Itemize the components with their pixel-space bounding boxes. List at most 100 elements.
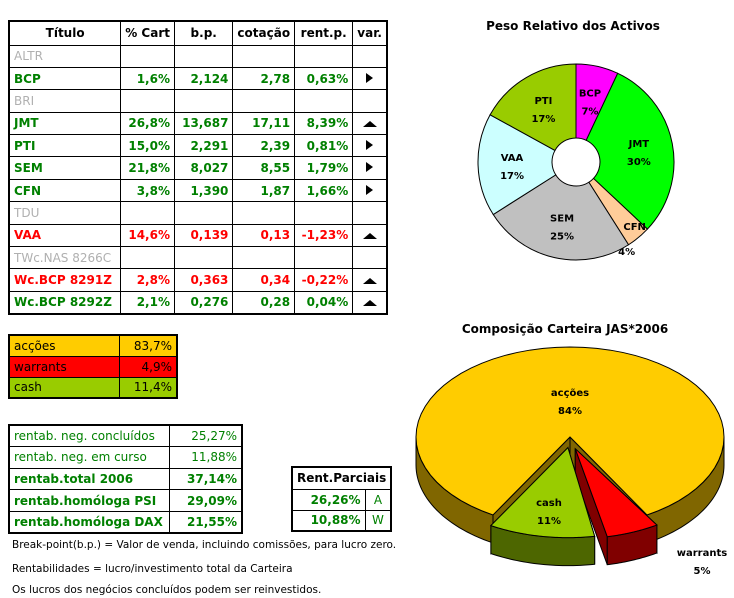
pie3d-chart: acções 84% warrants 5% cash 11% — [415, 346, 727, 577]
cell-bp: 0,139 — [173, 223, 234, 248]
returns-value: 11,88% — [168, 446, 243, 469]
donut-label: PTI — [534, 96, 552, 107]
table-row: ALTR — [8, 44, 388, 68]
allocation-value: 83,7% — [118, 334, 178, 357]
table-row: CFN 3,8% 1,390 1,87 1,66% — [8, 178, 388, 203]
note-breakpoint: Break-point(b.p.) = Valor de venda, incl… — [12, 539, 397, 551]
donut-value-label: 25% — [550, 231, 574, 242]
allocation-label: acções — [8, 334, 120, 357]
table-row: Wc.BCP 8292Z 2,1% 0,276 0,28 0,04% — [8, 290, 388, 315]
cell-rent: 0,04% — [294, 290, 354, 315]
cell-cotacao: 8,55 — [232, 156, 296, 180]
pie3d-value-label: 11% — [537, 516, 561, 527]
donut-value-label: 17% — [531, 114, 555, 125]
cell-bp: 2,124 — [173, 66, 234, 91]
cell-var — [352, 290, 388, 315]
holdings-table: Título% Cart b.p. cotação rent.p. var. ALTR B… — [8, 20, 388, 315]
returns-value: 21,55% — [168, 510, 243, 534]
partial-returns-table: Rent.Parciais 26,26% A 10,88% W — [291, 466, 393, 532]
table-row: BCP 1,6% 2,124 2,78 0,63% — [8, 66, 388, 91]
cell-rent: 0,63% — [294, 66, 354, 91]
cell-titulo: TDU — [8, 201, 122, 225]
partial-value: 10,88% — [291, 509, 366, 532]
arrow-up-icon — [362, 121, 377, 128]
donut-value-label: 30% — [627, 157, 651, 168]
arrow-right-icon — [366, 184, 374, 195]
cell-rent: -1,23% — [294, 223, 354, 248]
returns-row: rentab.homóloga PSI 29,09% — [8, 489, 243, 512]
donut-label: SEM — [550, 213, 574, 224]
allocation-value: 11,4% — [118, 376, 178, 399]
cell-bp: 0,363 — [173, 268, 234, 292]
returns-row: rentab.total 2006 37,14% — [8, 467, 243, 491]
table-row: Wc.BCP 8291Z 2,8% 0,363 0,34 -0,22% — [8, 268, 388, 292]
table-row: BRI — [8, 89, 388, 113]
returns-label: rentab.total 2006 — [8, 467, 170, 491]
table-row: TWc.NAS 8266C — [8, 246, 388, 270]
cell-titulo: BCP — [8, 66, 122, 91]
pie3d-slice-1 — [574, 448, 658, 538]
partial-code: W — [364, 509, 392, 532]
table-row: SEM 21,8% 8,027 8,55 1,79% — [8, 156, 388, 180]
pie3d-title: Composição Carteira JAS*2006 — [462, 322, 668, 336]
table-row: JMT 26,8% 13,687 17,11 8,39% — [8, 111, 388, 136]
cell-cotacao: 17,11 — [232, 111, 296, 136]
donut-chart: BCP 7% JMT 30% CFN 4% SEM 25% VAA 17% PTI 17% — [477, 63, 675, 261]
cell-bp: 0,276 — [173, 290, 234, 315]
arrow-up-icon — [362, 300, 377, 307]
cell-var — [352, 268, 388, 292]
cell-cart: 15,0% — [120, 134, 175, 158]
returns-row: rentab. neg. concluídos 25,27% — [8, 424, 243, 448]
cell-var — [352, 246, 388, 270]
cell-titulo: Wc.BCP 8292Z — [8, 290, 122, 315]
arrow-up-icon — [362, 233, 377, 240]
cell-titulo: Wc.BCP 8291Z — [8, 268, 122, 292]
cell-bp: 1,390 — [173, 178, 234, 203]
cell-titulo: TWc.NAS 8266C — [8, 246, 122, 270]
column-header: % Cart — [120, 20, 175, 46]
cell-cart: 1,6% — [120, 66, 175, 91]
donut-value-label: 17% — [500, 171, 524, 182]
cell-cotacao: 0,28 — [232, 290, 296, 315]
donut-slice-sem — [492, 174, 630, 261]
pie3d-label: acções — [551, 388, 589, 399]
arrow-up-icon — [362, 278, 377, 285]
pie3d-value-label: 84% — [558, 406, 582, 417]
note-rentabilidades: Rentabilidades = lucro/investimento tota… — [12, 563, 293, 575]
cell-var — [352, 178, 388, 203]
returns-label: rentab. neg. em curso — [8, 446, 170, 469]
allocation-table: acções 83,7% warrants 4,9% cash 11,4% — [8, 334, 178, 399]
table-row: VAA 14,6% 0,139 0,13 -1,23% — [8, 223, 388, 248]
cell-titulo: BRI — [8, 89, 122, 113]
arrow-right-icon — [366, 72, 374, 83]
returns-value: 25,27% — [168, 424, 243, 448]
holdings-header-row: Título% Cart b.p. cotação rent.p. var. — [8, 20, 388, 46]
cell-bp — [173, 246, 234, 270]
cell-bp: 8,027 — [173, 156, 234, 180]
donut-slice-vaa — [477, 114, 557, 216]
donut-title: Peso Relativo dos Activos — [486, 19, 660, 33]
cell-rent: -0,22% — [294, 268, 354, 292]
returns-row: rentab. neg. em curso 11,88% — [8, 446, 243, 469]
pie3d-slice-2 — [489, 446, 596, 539]
donut-slice-pti — [489, 63, 577, 152]
pie3d-slice-0 — [415, 346, 725, 516]
allocation-row: cash 11,4% — [8, 376, 178, 399]
arrow-right-icon — [366, 162, 374, 173]
pie3d-label: warrants — [677, 548, 727, 559]
pie3d-value-label: 5% — [694, 566, 711, 577]
cell-titulo: ALTR — [8, 44, 122, 68]
donut-label: VAA — [501, 153, 524, 164]
cell-cart: 14,6% — [120, 223, 175, 248]
pie3d-label: cash — [536, 498, 562, 509]
cell-cart: 3,8% — [120, 178, 175, 203]
allocation-row: acções 83,7% — [8, 334, 178, 357]
donut-slice-jmt — [585, 72, 675, 230]
column-header: b.p. — [173, 20, 234, 46]
donut-label: CFN — [623, 222, 646, 233]
cell-rent: 1,66% — [294, 178, 354, 203]
cell-bp: 2,291 — [173, 134, 234, 158]
column-header: var. — [352, 20, 388, 46]
donut-label: JMT — [628, 139, 650, 150]
